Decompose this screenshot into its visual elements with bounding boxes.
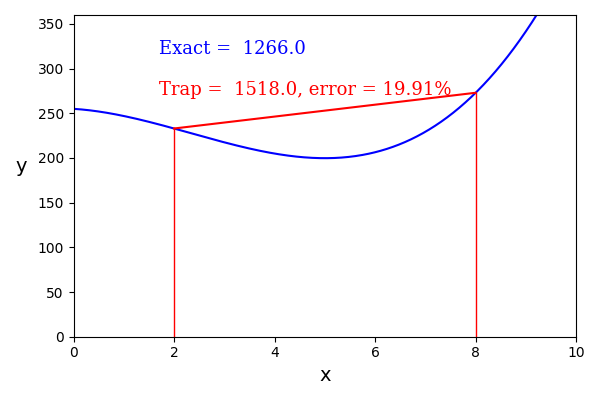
Text: Trap =  1518.0, error = 19.91%: Trap = 1518.0, error = 19.91%: [159, 82, 451, 100]
Y-axis label: y: y: [15, 157, 26, 176]
Text: Exact =  1266.0: Exact = 1266.0: [159, 40, 306, 58]
X-axis label: x: x: [319, 366, 331, 385]
